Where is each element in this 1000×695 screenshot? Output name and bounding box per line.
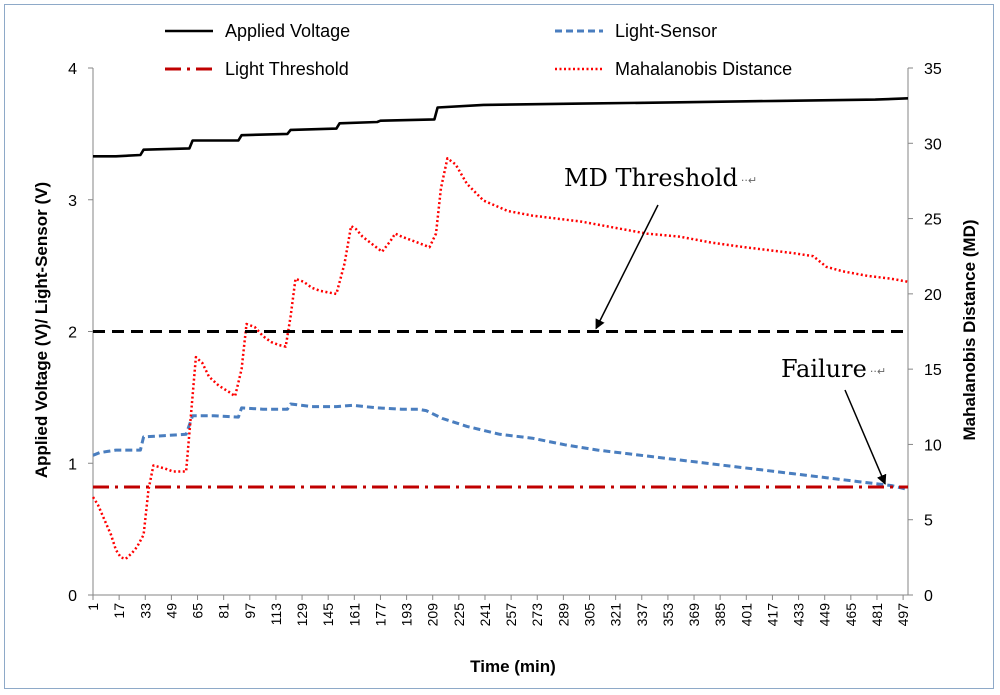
- x-tick-label: 353: [660, 603, 676, 627]
- x-tick-label: 113: [268, 603, 284, 626]
- legend-label-light-threshold: Light Threshold: [225, 59, 349, 79]
- x-tick-label: 33: [137, 603, 153, 619]
- x-tick-label: 449: [817, 603, 833, 627]
- x-tick-label: 17: [111, 603, 127, 619]
- x-tick-label: 65: [190, 603, 206, 619]
- y-right-tick-label: 30: [924, 136, 942, 153]
- annotation-md-threshold-arrow: [595, 204, 659, 330]
- annotation-md-threshold-marker: ··↵: [741, 174, 757, 187]
- y-left-tick-label: 4: [68, 61, 77, 78]
- y-left-tick-label: 1: [68, 456, 77, 473]
- x-tick-label: 145: [320, 603, 336, 627]
- y-right-tick-label: 35: [924, 61, 942, 78]
- x-tick-label: 305: [582, 603, 598, 627]
- y-left-tick-label: 3: [68, 193, 77, 210]
- x-tick-label: 129: [294, 603, 310, 627]
- x-tick-label: 81: [216, 603, 232, 619]
- x-tick-label: 369: [686, 603, 702, 627]
- x-tick-label: 241: [477, 603, 493, 627]
- x-tick-label: 257: [503, 603, 519, 627]
- x-axis-title: Time (min): [470, 657, 556, 676]
- y-left-tick-label: 2: [68, 325, 77, 342]
- legend-label-applied-voltage: Applied Voltage: [225, 21, 350, 41]
- x-tick-label: 49: [163, 603, 179, 619]
- x-tick-label: 225: [451, 603, 467, 627]
- y-right-tick-label: 20: [924, 287, 942, 304]
- x-tick-label: 273: [529, 603, 545, 627]
- legend-label-mahalanobis-distance: Mahalanobis Distance: [615, 59, 792, 79]
- y-right-tick-label: 5: [924, 513, 933, 530]
- x-tick-label: 161: [346, 603, 362, 627]
- chart-frame: [4, 4, 994, 689]
- x-tick-label: 321: [608, 603, 624, 627]
- x-tick-label: 193: [399, 603, 415, 627]
- y-right-tick-label: 25: [924, 212, 942, 229]
- x-tick-label: 1: [85, 603, 101, 611]
- y-axis-left-title: Applied Voltage (V)/ Light-Sensor (V): [32, 182, 51, 478]
- legend-label-light-sensor: Light-Sensor: [615, 21, 717, 41]
- x-tick-label: 337: [634, 603, 650, 627]
- y-right-tick-label: 10: [924, 437, 942, 454]
- mahalanobis-distance-series-line: [91, 157, 909, 561]
- x-tick-label: 209: [425, 603, 441, 627]
- annotation-md-threshold-label: MD Threshold: [564, 164, 738, 192]
- x-tick-label: 417: [764, 603, 780, 627]
- annotation-failure-arrow: [844, 389, 887, 485]
- annotation-failure-marker: ··↵: [870, 365, 886, 378]
- x-tick-label: 465: [843, 603, 859, 627]
- x-tick-label: 97: [242, 603, 258, 619]
- annotation-failure-label: Failure: [781, 355, 867, 383]
- x-tick-label: 289: [555, 603, 571, 627]
- y-right-tick-label: 0: [924, 588, 933, 605]
- x-tick-label: 385: [712, 603, 728, 627]
- y-left-tick-label: 0: [68, 588, 77, 605]
- y-right-tick-label: 15: [924, 362, 942, 379]
- x-tick-label: 433: [791, 603, 807, 627]
- x-tick-label: 497: [895, 603, 911, 627]
- applied-voltage-series-line: [93, 97, 909, 158]
- x-tick-label: 401: [738, 603, 754, 627]
- x-tick-label: 177: [372, 603, 388, 627]
- x-tick-label: 481: [869, 603, 885, 627]
- light-sensor-series-line: [92, 402, 909, 492]
- y-axis-right-title: Mahalanobis Distance (MD): [960, 219, 979, 440]
